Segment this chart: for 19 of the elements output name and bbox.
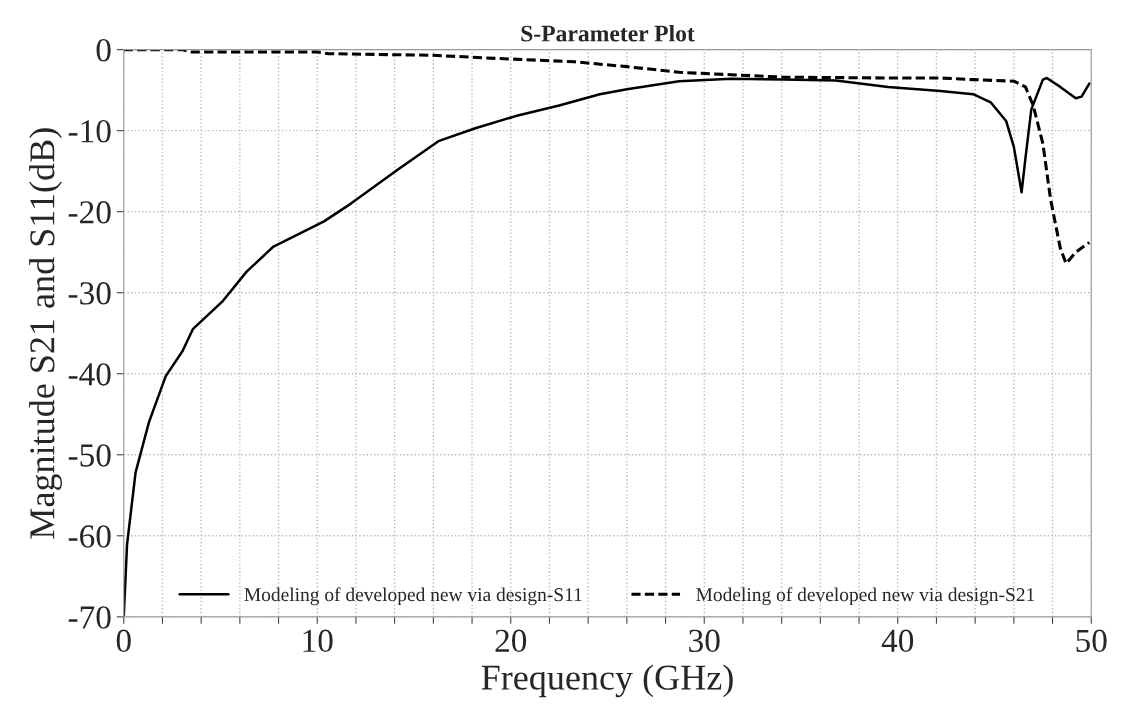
- x-tick-label: 30: [689, 629, 720, 653]
- x-tick-label: 0: [116, 629, 131, 653]
- x-axis-title: Frequency (GHz): [481, 664, 733, 698]
- y-axis-title: Magnitude S21 and S11(dB): [29, 128, 62, 539]
- y-tick-label: 0: [96, 39, 111, 62]
- x-tick-label: 20: [495, 629, 527, 653]
- chart-title: S-Parameter Plot: [521, 24, 695, 42]
- y-tick-label: -40: [68, 363, 111, 386]
- legend-label: Modeling of developed new via design-S21: [696, 587, 1035, 606]
- x-tick-label: 50: [1076, 629, 1107, 653]
- y-tick-label: -30: [68, 282, 111, 305]
- legend-label: Modeling of developed new via design-S11: [244, 587, 582, 606]
- y-tick-label: -20: [68, 201, 111, 224]
- y-tick-label: -10: [68, 120, 111, 143]
- y-tick-label: -70: [68, 606, 111, 629]
- x-tick-label: 10: [303, 629, 333, 653]
- y-tick-label: -60: [68, 525, 111, 548]
- y-tick-label: -50: [68, 444, 111, 467]
- x-tick-label: 40: [881, 629, 914, 653]
